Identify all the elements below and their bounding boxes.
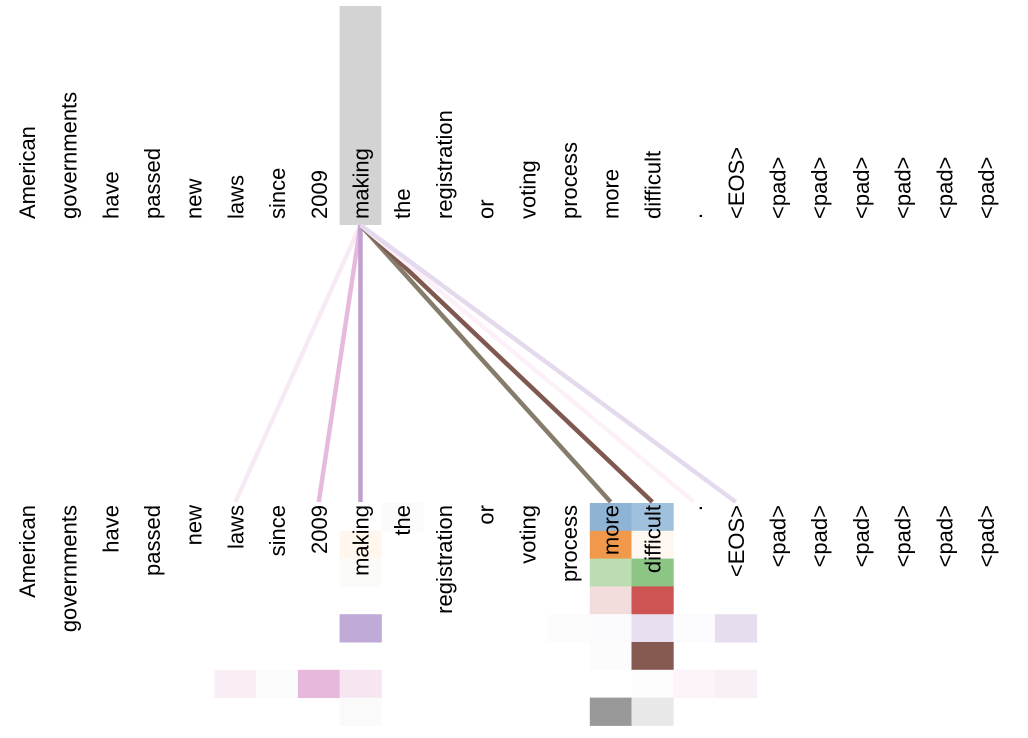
target-token[interactable]: <pad> [891, 505, 916, 567]
source-token[interactable]: laws [223, 175, 248, 219]
source-token[interactable]: <pad> [807, 157, 832, 219]
heatmap-cell [589, 642, 632, 671]
heatmap-cell [631, 669, 674, 699]
attention-line[interactable] [233, 224, 363, 503]
target-token[interactable]: the [390, 505, 415, 536]
source-token[interactable]: <EOS> [724, 147, 749, 219]
heatmap-cell [339, 697, 382, 726]
heatmap-cell [631, 558, 674, 587]
source-token[interactable]: American [15, 126, 40, 219]
target-token[interactable]: <EOS> [724, 505, 749, 577]
heatmap-cell [214, 669, 257, 699]
attention-line[interactable] [316, 224, 363, 503]
heatmap-cell [589, 558, 632, 587]
target-token[interactable]: voting [515, 505, 540, 564]
heatmap-cell [589, 530, 632, 560]
target-token[interactable]: more [599, 505, 624, 555]
source-token[interactable]: <pad> [974, 157, 999, 219]
target-token[interactable]: 2009 [307, 505, 332, 554]
heatmap-cell [256, 669, 299, 699]
target-token[interactable]: laws [223, 505, 248, 549]
source-token[interactable]: new [182, 179, 207, 219]
target-token[interactable]: or [474, 505, 499, 525]
source-token[interactable]: or [474, 199, 499, 219]
attention-line[interactable] [359, 223, 696, 504]
source-token[interactable]: have [98, 171, 123, 219]
source-token[interactable]: making [348, 148, 373, 219]
source-token[interactable]: passed [140, 148, 165, 219]
heatmap-cell [673, 614, 716, 643]
target-token[interactable]: <pad> [807, 505, 832, 567]
heatmap-cell [589, 614, 632, 643]
target-token[interactable]: . [682, 505, 707, 511]
target-token[interactable]: new [182, 505, 207, 545]
heatmap-cell [589, 503, 632, 532]
heatmap-cell [631, 614, 674, 643]
source-token[interactable]: registration [432, 110, 457, 219]
attention-heatmap [214, 503, 758, 726]
target-token[interactable]: American [15, 505, 40, 598]
target-token[interactable]: making [348, 505, 373, 576]
source-token[interactable]: the [390, 188, 415, 219]
source-token[interactable]: process [557, 142, 582, 219]
attention-lines [233, 223, 738, 504]
source-token[interactable]: 2009 [307, 170, 332, 219]
source-token[interactable]: . [682, 213, 707, 219]
heatmap-cell [631, 642, 674, 671]
heatmap-cell [381, 503, 424, 532]
heatmap-cell [631, 697, 674, 726]
heatmap-cell [714, 669, 758, 699]
heatmap-cell [339, 530, 382, 560]
heatmap-cell [339, 669, 382, 699]
selected-token-highlight [339, 6, 382, 225]
target-token[interactable]: <pad> [765, 505, 790, 567]
heatmap-cell [339, 614, 382, 643]
source-token[interactable]: <pad> [849, 157, 874, 219]
target-token[interactable]: governments [57, 505, 82, 632]
attention-line[interactable] [358, 223, 613, 504]
heatmap-cell [548, 614, 591, 643]
target-token[interactable]: difficult [640, 505, 665, 573]
heatmap-cell [589, 586, 632, 615]
target-token[interactable]: passed [140, 505, 165, 576]
target-token[interactable]: registration [432, 505, 457, 614]
attention-line[interactable] [359, 223, 738, 504]
target-token[interactable]: <pad> [849, 505, 874, 567]
heatmap-cell [673, 669, 716, 699]
source-token[interactable]: <pad> [891, 157, 916, 219]
heatmap-cell [339, 558, 382, 587]
heatmap-cell [631, 586, 674, 615]
selected-token-highlight-layer [339, 6, 382, 225]
heatmap-cell [297, 669, 341, 699]
source-token[interactable]: since [265, 168, 290, 219]
source-tokens: American governments have passed new laws sinc… [15, 92, 999, 219]
source-token[interactable]: <pad> [932, 157, 957, 219]
heatmap-cell [714, 614, 758, 643]
heatmap-cell [631, 530, 674, 560]
target-token[interactable]: process [557, 505, 582, 582]
attention-line[interactable] [358, 223, 654, 504]
target-token[interactable]: have [98, 505, 123, 553]
target-token[interactable]: since [265, 505, 290, 556]
source-token[interactable]: difficult [640, 151, 665, 219]
heatmap-cell [589, 697, 632, 726]
source-token[interactable]: voting [515, 160, 540, 219]
target-token[interactable]: <pad> [974, 505, 999, 567]
source-token[interactable]: governments [57, 92, 82, 219]
target-tokens: American governments have passed new laws sinc… [15, 505, 999, 632]
target-token[interactable]: <pad> [932, 505, 957, 567]
source-token[interactable]: more [599, 169, 624, 219]
heatmap-cell [631, 503, 674, 532]
source-token[interactable]: <pad> [765, 157, 790, 219]
